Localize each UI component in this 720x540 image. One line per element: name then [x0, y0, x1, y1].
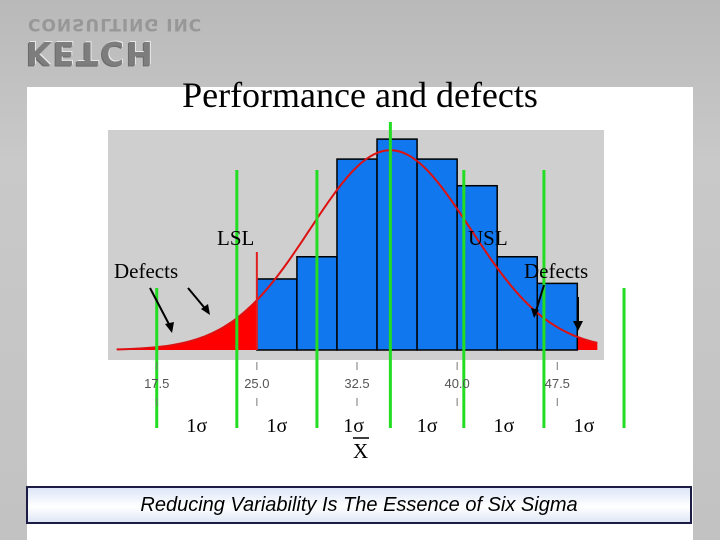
sigma-label: 1σ — [493, 415, 514, 437]
defects-right-arrowhead-1 — [531, 308, 539, 318]
defects-left-label: Defects — [114, 259, 178, 283]
histogram-bar — [416, 158, 458, 351]
histogram-bar — [336, 158, 378, 351]
histogram-bar — [256, 278, 298, 351]
sigma-label: 1σ — [186, 415, 207, 437]
defects-left-arrowhead-2 — [201, 304, 210, 315]
sigma-label: 1σ — [343, 415, 364, 437]
normal-curve — [116, 149, 598, 351]
x-tick-label: 17.5 — [144, 376, 169, 391]
defects-left-area — [116, 300, 257, 350]
x-tick-label: 25.0 — [244, 376, 269, 391]
sigma-label: 1σ — [267, 415, 288, 437]
banner: Reducing Variability Is The Essence of S… — [26, 486, 692, 524]
defects-right-label: Defects — [524, 259, 588, 283]
defects-right-arrow-1 — [534, 284, 545, 315]
x-tick-label: 47.5 — [545, 376, 570, 391]
sigma-label: 1σ — [574, 415, 595, 437]
usl-label: USL — [468, 226, 508, 250]
defects-left-arrowhead-1 — [165, 322, 174, 333]
histogram-bar — [496, 256, 538, 351]
sigma-label: 1σ — [417, 415, 438, 437]
x-tick-label: 32.5 — [344, 376, 369, 391]
mean-label: X — [353, 439, 368, 463]
defects-left-arrow-1 — [149, 287, 173, 331]
defects-right-arrowhead-2 — [573, 321, 583, 331]
lsl-label: LSL — [217, 226, 254, 250]
x-tick-label: 40.0 — [444, 376, 469, 391]
slide-title: Performance and defects — [182, 75, 538, 115]
histogram-bar — [376, 138, 418, 351]
